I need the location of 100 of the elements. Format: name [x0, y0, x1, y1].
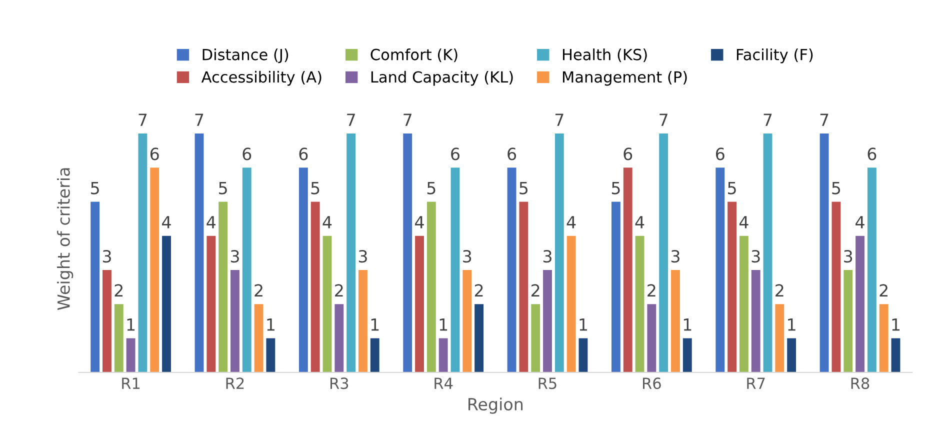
bar — [358, 270, 368, 372]
data-label: 1 — [371, 318, 379, 331]
bar — [867, 168, 876, 372]
y-axis-title: Weight of criteria — [57, 168, 74, 310]
bar — [438, 338, 448, 372]
bar — [554, 133, 564, 372]
x-tick-label: R7 — [747, 378, 765, 389]
data-label: 2 — [335, 284, 343, 297]
bar — [519, 202, 528, 372]
bar — [611, 202, 620, 372]
bar — [891, 338, 900, 372]
data-label: 3 — [358, 250, 367, 263]
data-label: 6 — [868, 148, 876, 160]
data-label: 5 — [219, 182, 227, 194]
bar — [450, 168, 460, 372]
data-label: 2 — [474, 284, 483, 297]
data-label: 4 — [635, 216, 644, 228]
bar — [426, 202, 436, 372]
data-label: 7 — [195, 114, 204, 126]
data-label: 7 — [660, 114, 668, 126]
x-tick-label: R6 — [643, 378, 661, 390]
legend-label: Distance (J) — [202, 48, 288, 64]
data-label: 6 — [716, 148, 724, 160]
data-label: 2 — [880, 284, 888, 297]
data-label: 4 — [739, 216, 748, 228]
bar — [832, 202, 841, 372]
bar — [218, 202, 228, 372]
data-label: 6 — [624, 148, 632, 160]
data-label: 7 — [138, 114, 147, 126]
bar — [716, 168, 725, 372]
legend-label: Facility (F) — [736, 48, 813, 64]
bar — [242, 168, 252, 372]
bar — [787, 338, 796, 372]
bar — [566, 236, 576, 372]
data-label: 6 — [299, 148, 308, 160]
data-label: 1 — [892, 318, 900, 331]
data-label: 2 — [648, 284, 656, 297]
x-axis-title: Region — [468, 398, 523, 414]
x-tick-label: R8 — [851, 378, 870, 390]
data-label: 7 — [820, 114, 828, 126]
bar — [266, 338, 276, 372]
data-label: 5 — [728, 182, 736, 194]
data-label: 3 — [463, 250, 472, 263]
data-label: 6 — [508, 148, 516, 160]
data-label: 3 — [844, 250, 852, 263]
data-label: 1 — [580, 318, 587, 331]
bar — [403, 133, 412, 372]
data-label: 1 — [127, 318, 135, 331]
data-label: 5 — [520, 182, 528, 194]
x-tick-label: R4 — [434, 378, 453, 389]
legend-label: Accessibility (A) — [201, 70, 322, 86]
bar — [682, 338, 692, 372]
data-label: 4 — [415, 216, 424, 228]
data-label: 6 — [242, 148, 252, 160]
bar — [206, 236, 216, 372]
data-label: 1 — [440, 318, 448, 331]
data-label: 4 — [206, 216, 216, 228]
x-tick-label: R2 — [226, 378, 244, 389]
data-label: 4 — [322, 216, 332, 228]
bar — [763, 133, 772, 372]
data-label: 7 — [404, 114, 412, 126]
data-label: 7 — [764, 114, 772, 126]
data-label: 3 — [230, 250, 239, 263]
data-label: 4 — [566, 216, 576, 228]
bar — [150, 168, 160, 372]
data-label: 5 — [612, 182, 620, 194]
bar — [659, 133, 668, 372]
bar — [230, 270, 240, 372]
data-label: 4 — [162, 216, 171, 228]
bar — [856, 236, 864, 372]
bar — [102, 270, 112, 372]
legend-label: Land Capacity (KL) — [371, 70, 513, 86]
legend-label: Health (KS) — [562, 48, 647, 62]
bar — [531, 304, 540, 372]
legend-label: Comfort (K) — [370, 48, 458, 62]
bar — [647, 304, 656, 372]
data-label: 1 — [684, 318, 692, 331]
bar — [346, 133, 356, 372]
bar — [820, 133, 829, 372]
bar — [578, 338, 588, 372]
bar — [310, 202, 320, 372]
data-label: 2 — [776, 284, 784, 297]
data-label: 3 — [671, 250, 680, 263]
data-label: 4 — [856, 216, 864, 228]
bar — [322, 236, 332, 372]
bar — [728, 202, 736, 372]
bar — [298, 168, 308, 372]
data-label: 5 — [832, 182, 840, 194]
bar — [751, 270, 760, 372]
bar — [462, 270, 472, 372]
bar — [623, 168, 632, 372]
x-tick-label: R3 — [330, 378, 348, 390]
bar — [671, 270, 680, 372]
data-label: 5 — [311, 182, 320, 194]
bar — [254, 304, 264, 372]
data-label: 7 — [555, 114, 564, 126]
bar — [879, 304, 888, 372]
legend-label: Management (P) — [562, 70, 687, 86]
data-label: 5 — [91, 182, 99, 194]
bar — [844, 270, 853, 372]
